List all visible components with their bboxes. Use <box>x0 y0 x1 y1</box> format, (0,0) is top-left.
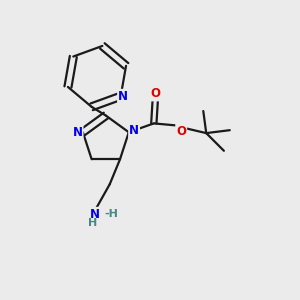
Text: N: N <box>118 90 128 103</box>
Text: H: H <box>88 218 98 227</box>
Text: O: O <box>150 88 160 100</box>
Text: -H: -H <box>105 209 118 219</box>
Text: N: N <box>73 126 82 139</box>
Text: N: N <box>129 124 139 137</box>
Text: N: N <box>90 208 100 221</box>
Text: O: O <box>176 124 186 138</box>
